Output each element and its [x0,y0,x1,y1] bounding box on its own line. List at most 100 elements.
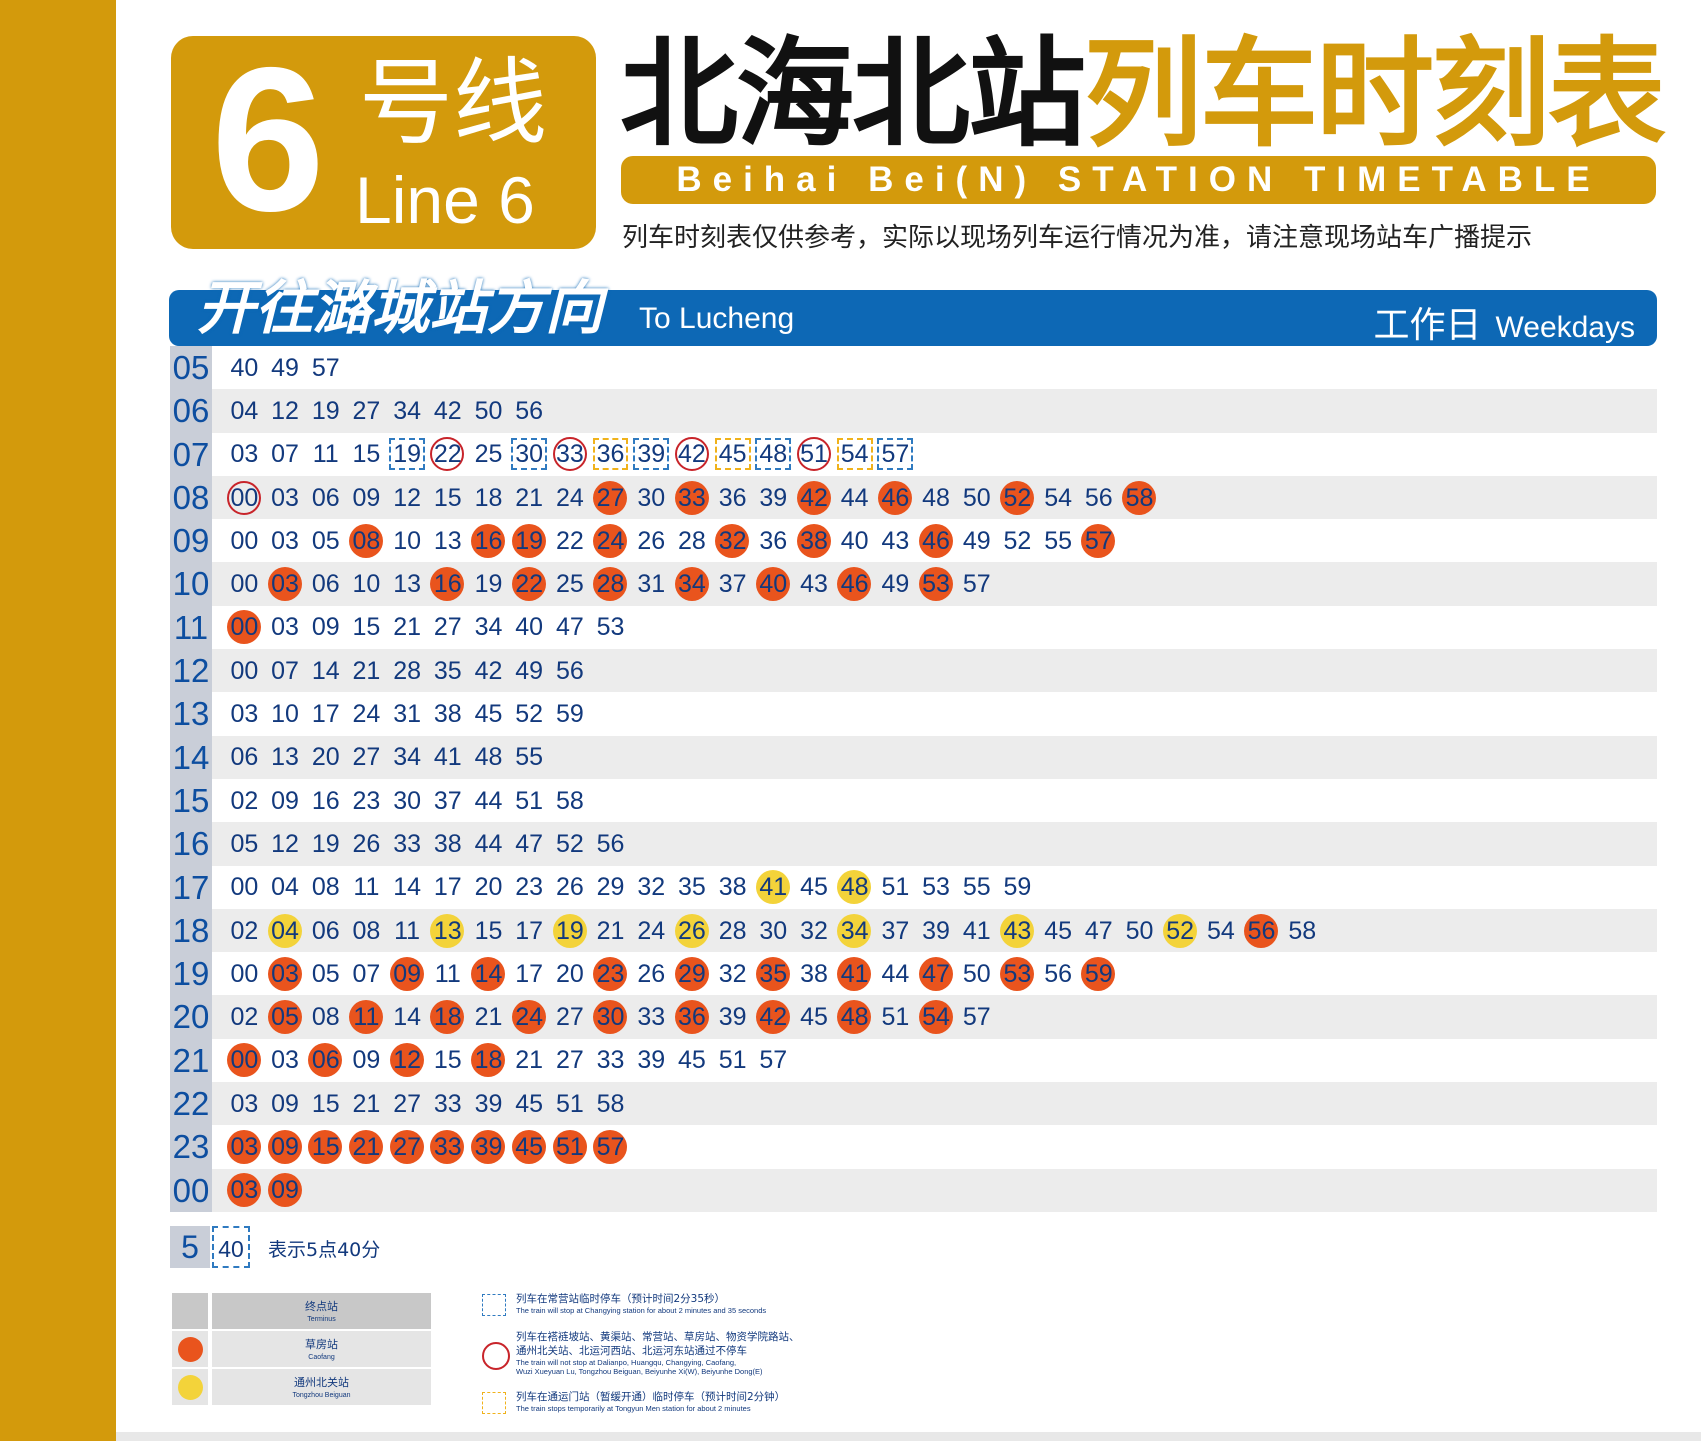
departure-minute: 57 [962,570,991,599]
departure-minute: 00 [230,570,259,599]
departure-minute: 59 [1003,873,1032,902]
departure-minute: 51 [881,1003,910,1032]
departure-minute: 45 [509,1129,550,1165]
departure-minute: 58 [1119,480,1160,516]
departure-minute: 00 [224,609,265,645]
departure-minute: 51 [794,436,835,472]
departure-minute: 09 [265,1172,306,1208]
hour-label: 23 [170,1125,212,1169]
departure-minute: 40 [753,566,794,602]
departure-minute: 40 [515,613,544,642]
departure-minute: 48 [753,436,794,472]
departure-minute: 46 [916,523,957,559]
day-type-en: Weekdays [1495,311,1635,344]
minute-list: 02 09 16 23 30 37 44 51 58 [224,779,590,822]
departure-minute: 53 [922,873,950,902]
departure-minute: 17 [433,873,462,902]
hour-label: 08 [170,475,212,520]
departure-minute: 09 [352,483,381,512]
departure-minute: 05 [265,999,306,1035]
departure-minute: 48 [834,869,875,905]
departure-minute: 56 [515,396,544,425]
legend-row-caofang: 草房站 Caofang [172,1331,431,1367]
departure-minute: 33 [637,1003,666,1032]
departure-minute: 42 [753,999,794,1035]
departure-minute: 22 [509,566,550,602]
departure-minute: 42 [474,656,503,685]
departure-minute: 19 [311,829,340,858]
legend-label: 通州北关站 Tongzhou Beiguan [212,1369,431,1405]
departure-minute: 12 [271,396,299,425]
departure-minute: 55 [962,873,991,902]
departure-minute: 44 [474,786,503,815]
minute-list: 03 07 11 15 19 22 25 30 33 36 39 42 45 48 51 54 57 [224,433,916,476]
departure-minute: 29 [596,873,625,902]
departure-minute: 16 [468,523,509,559]
departure-minute: 04 [230,396,259,425]
departure-minute: 56 [555,656,584,685]
hour-row: 17 00 04 08 11 14 17 20 23 26 29 32 35 38 41 45 48 51 53 55… [170,865,1657,909]
departure-minute: 00 [224,1042,265,1078]
departure-minute: 44 [474,829,503,858]
departure-minute: 58 [1288,916,1317,945]
departure-minute: 09 [387,956,428,992]
hour-row: 05 40 49 57 [170,346,1657,390]
hour-label: 20 [170,995,212,1039]
departure-minute: 48 [922,483,950,512]
departure-minute: 24 [352,700,381,729]
hour-row: 19 00 03 05 07 09 11 14 17 20 23 26 29 32 35 38 41 44 47 50… [170,952,1657,996]
hour-row: 11 00 03 09 15 21 27 34 40 47 53 [170,605,1657,650]
minute-list: 05 12 19 26 33 38 44 47 52 56 [224,822,631,865]
departure-minute: 24 [637,916,666,945]
departure-minute: 26 [637,959,666,988]
legend-row-terminus: 终点站 Terminus [172,1293,431,1329]
hour-row: 09 00 03 05 08 10 13 16 19 22 24 26 28 32 36 38 40 43 46 49… [170,519,1657,563]
timetable: 05 40 49 57 06 04 12 19 27 34 42 50 56 07 03 07 11 15 19 22… [170,346,1657,1212]
departure-minute: 37 [433,786,462,815]
departure-minute: 49 [962,526,991,555]
departure-minute: 37 [881,916,910,945]
departure-minute: 27 [352,743,381,772]
departure-minute: 36 [718,483,747,512]
departure-minute: 28 [718,916,747,945]
departure-minute: 35 [433,656,462,685]
departure-minute: 11 [346,999,387,1035]
departure-minute: 28 [393,656,421,685]
departure-minute: 00 [230,656,259,685]
hour-label: 18 [170,908,212,953]
line-number: 6 [211,25,326,254]
hour-row: 07 03 07 11 15 19 22 25 30 33 36 39 42 45 48 51 54 57 [170,432,1657,476]
hour-row: 06 04 12 19 27 34 42 50 56 [170,389,1657,433]
departure-minute: 20 [311,743,340,772]
departure-minute: 47 [515,829,544,858]
hour-label: 12 [170,649,212,693]
line-label-cn: 号线 [359,49,548,158]
legend-swatch [172,1331,208,1367]
departure-minute: 54 [1044,483,1072,512]
bottom-strip [116,1432,1701,1441]
departure-minute: 53 [997,956,1038,992]
departure-minute: 11 [312,440,339,469]
departure-minute: 39 [637,1046,666,1075]
minute-list: 00 03 09 15 21 27 34 40 47 53 [224,606,631,649]
hour-label: 16 [170,822,212,866]
minute-list: 00 03 06 09 12 15 18 21 27 33 39 45 51 57 [224,1039,794,1082]
departure-minute: 34 [393,743,421,772]
departure-minute: 07 [352,959,381,988]
departure-minute: 37 [718,570,747,599]
departure-minute: 52 [1160,913,1201,949]
departure-minute: 08 [346,523,387,559]
departure-minute: 13 [393,570,421,599]
departure-minute: 53 [596,613,625,642]
departure-minute: 40 [230,353,259,382]
departure-minute: 39 [922,916,950,945]
departure-minute: 17 [311,700,340,729]
minute-list: 04 12 19 27 34 42 50 56 [224,389,550,432]
departure-minute: 38 [800,959,828,988]
departure-minute: 54 [1206,916,1235,945]
departure-minute: 47 [1084,916,1113,945]
hour-label: 10 [170,562,212,606]
departure-minute: 00 [230,873,259,902]
departure-minute: 23 [515,873,544,902]
departure-minute: 00 [230,526,259,555]
